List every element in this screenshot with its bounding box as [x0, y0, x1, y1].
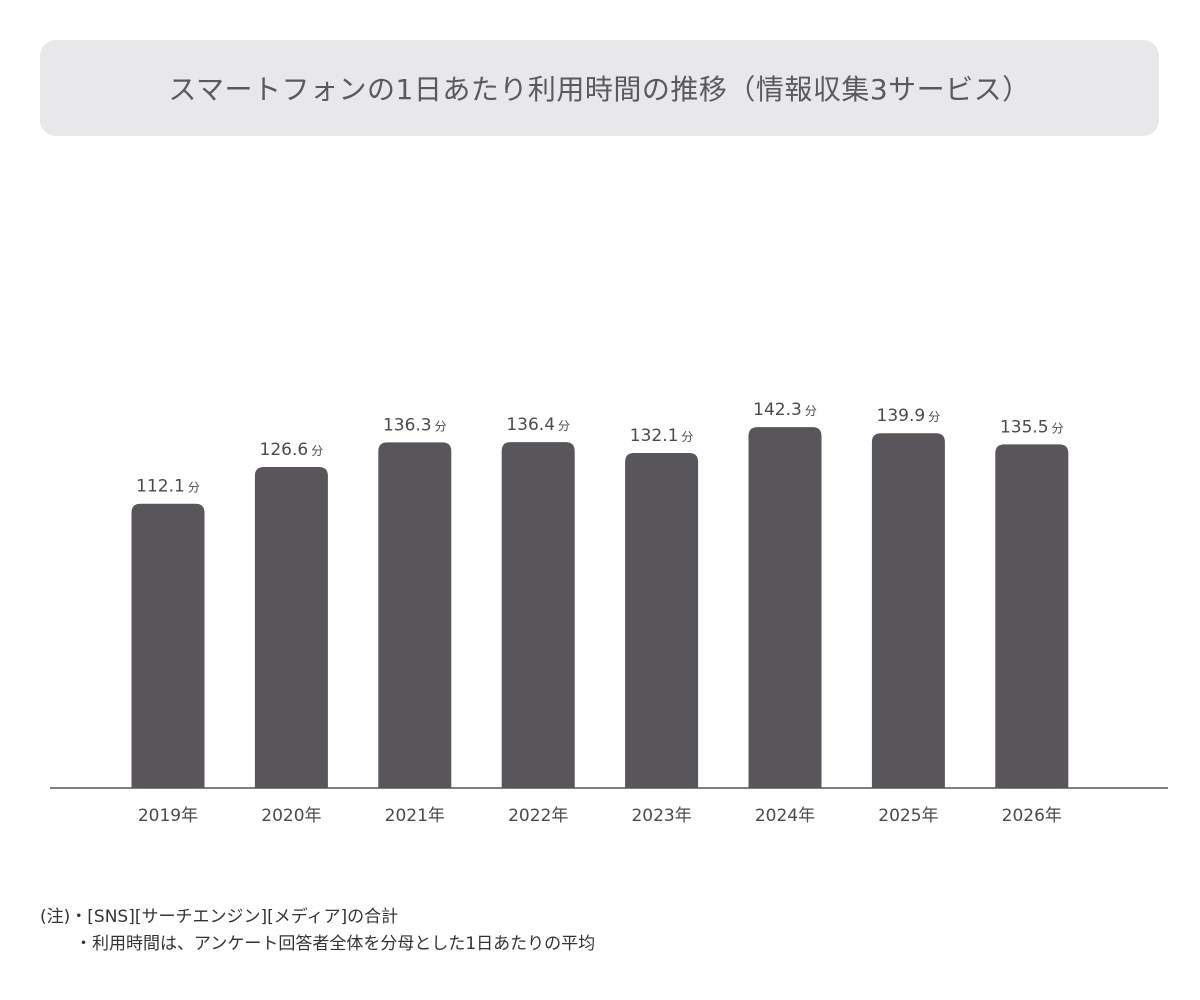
x-tick-label-7: 2026年	[1002, 806, 1062, 826]
data-label-3: 136.4 分	[506, 415, 570, 435]
bar-0	[131, 503, 205, 788]
bar-3	[501, 442, 575, 788]
bar-5	[748, 427, 822, 788]
bar-4	[625, 452, 699, 788]
data-label-6: 139.9 分	[877, 406, 941, 426]
data-label-4: 132.1 分	[630, 426, 694, 446]
x-tick-label-6: 2025年	[878, 806, 938, 826]
x-tick-label-1: 2020年	[261, 806, 321, 826]
data-label-0: 112.1 分	[136, 477, 200, 497]
footnote-line-1: (注)・[SNS][サーチエンジン][メディア]の合計	[40, 907, 399, 927]
bar-1	[254, 466, 328, 788]
bar-7	[995, 444, 1069, 788]
x-tick-label-5: 2024年	[755, 806, 815, 826]
data-label-1: 126.6 分	[260, 440, 324, 460]
data-label-5: 142.3 分	[753, 400, 817, 420]
x-tick-label-0: 2019年	[138, 806, 198, 826]
bar-2	[378, 442, 452, 788]
x-tick-label-3: 2022年	[508, 806, 568, 826]
chart-title-box: スマートフォンの1日あたり利用時間の推移（情報収集3サービス）	[40, 40, 1159, 136]
data-label-2: 136.3 分	[383, 415, 447, 435]
bar-6	[871, 433, 945, 788]
chart-title: スマートフォンの1日あたり利用時間の推移（情報収集3サービス）	[168, 73, 1031, 106]
data-label-7: 135.5 分	[1000, 417, 1064, 437]
x-tick-label-2: 2021年	[385, 806, 445, 826]
x-tick-label-4: 2023年	[631, 806, 691, 826]
footnotes: (注)・[SNS][サーチエンジン][メディア]の合計 ・利用時間は、アンケート…	[40, 904, 595, 958]
footnote-line-2: ・利用時間は、アンケート回答者全体を分母とした1日あたりの平均	[75, 934, 596, 954]
